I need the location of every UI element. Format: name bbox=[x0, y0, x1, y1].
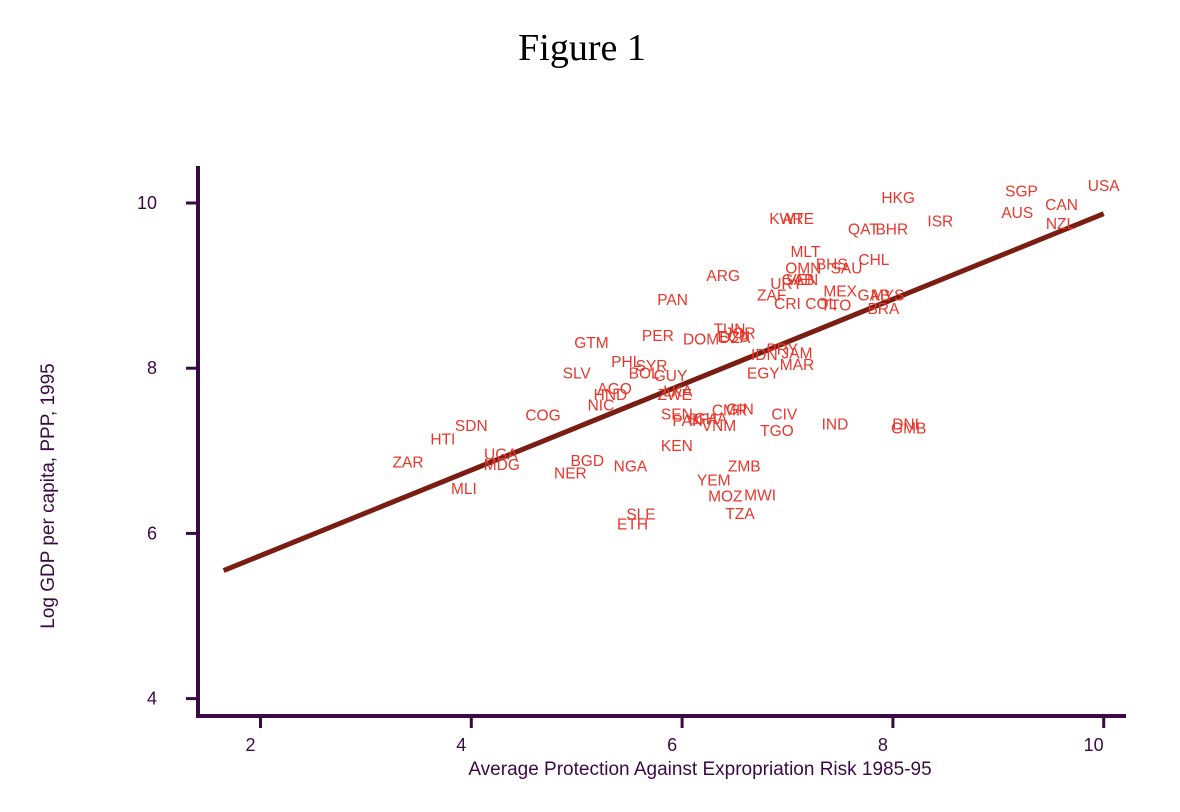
data-point-label-mys: MYS bbox=[871, 288, 905, 305]
data-point-label-hkg: HKG bbox=[881, 190, 915, 207]
fit-line bbox=[222, 211, 1105, 573]
data-point-label-idn: IDN bbox=[751, 347, 778, 364]
data-point-label-tgo: TGO bbox=[760, 423, 794, 440]
data-point-label-civ: CIV bbox=[771, 407, 798, 424]
data-point-label-tza: TZA bbox=[725, 506, 755, 523]
data-point-label-cog: COG bbox=[525, 407, 560, 424]
data-point-label-zwe: ZWE bbox=[658, 387, 692, 404]
data-point-label-chl: CHL bbox=[858, 252, 889, 269]
data-point-label-omn: OMN bbox=[785, 260, 821, 277]
axes bbox=[196, 166, 1126, 718]
data-point-label-sen: SEN bbox=[661, 407, 693, 424]
x-tick-label: 2 bbox=[245, 735, 255, 755]
data-point-label-sgp: SGP bbox=[1005, 184, 1038, 201]
data-point-label-mlt: MLT bbox=[790, 244, 820, 261]
data-point-label-mli: MLI bbox=[451, 481, 477, 498]
data-point-label-ecu: ECU bbox=[717, 329, 750, 346]
data-point-label-ken: KEN bbox=[661, 438, 693, 455]
data-point-label-per: PER bbox=[642, 328, 674, 345]
data-point-label-ind: IND bbox=[822, 417, 849, 434]
data-point-label-tto: TTO bbox=[821, 298, 852, 315]
data-point-label-phl: PHL bbox=[611, 354, 642, 371]
data-point-label-syr: SYR bbox=[636, 358, 668, 375]
data-point-label-jam: JAM bbox=[781, 346, 812, 363]
data-point-label-lka: LKA bbox=[663, 384, 693, 401]
data-point-label-aus: AUS bbox=[1001, 205, 1033, 222]
data-point-label-guy: GUY bbox=[654, 368, 688, 385]
y-tick-label: 10 bbox=[137, 193, 157, 213]
data-point-label-dza: DZA bbox=[719, 330, 751, 347]
data-point-label-arg: ARG bbox=[706, 268, 740, 285]
data-point-label-vnm: VNM bbox=[702, 418, 736, 435]
data-point-label-gtm: GTM bbox=[574, 335, 608, 352]
data-point-label-bfa: BFA bbox=[689, 412, 719, 429]
data-point-label-cmr: CMR bbox=[712, 403, 747, 420]
data-point-label-moz: MOZ bbox=[708, 488, 742, 505]
data-point-label-sdn: SDN bbox=[455, 418, 488, 435]
data-point-label-bol: BOL bbox=[629, 365, 660, 382]
data-point-label-eth: ETH bbox=[617, 516, 648, 533]
data-point-label-mdg: MDG bbox=[484, 457, 520, 474]
data-point-label-nic: NIC bbox=[588, 398, 615, 415]
x-axis-title: Average Protection Against Expropriation… bbox=[468, 759, 931, 780]
y-axis-title: Log GDP per capita, PPP, 1995 bbox=[38, 363, 59, 628]
data-point-label-uga: UGA bbox=[484, 446, 518, 463]
data-point-label-usa: USA bbox=[1088, 178, 1121, 195]
chart-title: Figure 1 bbox=[518, 27, 646, 69]
data-point-label-dom: DOM bbox=[683, 331, 719, 348]
x-ticks: 2 4 6 8 10 bbox=[245, 716, 1106, 755]
data-point-label-kwt: KWT bbox=[769, 211, 804, 228]
data-point-label-sau: SAU bbox=[831, 260, 863, 277]
data-point-label-mex: MEX bbox=[823, 284, 857, 301]
data-point-label-are: ARE bbox=[782, 211, 814, 228]
data-point-label-zaf: ZAF bbox=[757, 288, 786, 305]
x-tick-label: 6 bbox=[667, 735, 677, 755]
data-point-label-pan: PAN bbox=[657, 292, 688, 309]
data-point-label-ner: NER bbox=[554, 465, 587, 482]
data-point-label-egy: EGY bbox=[747, 365, 780, 382]
data-point-label-tun: TUN bbox=[714, 322, 746, 339]
data-point-label-sle: SLE bbox=[626, 507, 655, 524]
data-point-label-isr: ISR bbox=[927, 213, 953, 230]
data-point-label-nzl: NZL bbox=[1046, 216, 1076, 233]
data-point-label-mwi: MWI bbox=[744, 488, 776, 505]
x-tick-label: 8 bbox=[878, 735, 888, 755]
y-tick-label: 4 bbox=[147, 689, 157, 709]
y-ticks: 4 6 8 10 bbox=[137, 193, 198, 709]
data-point-label-gmb: GMB bbox=[891, 421, 926, 438]
data-point-label-pak: PAK bbox=[672, 413, 703, 430]
data-point-label-ury: URY bbox=[770, 276, 802, 293]
data-point-label-gab: GAB bbox=[782, 272, 815, 289]
y-tick-label: 6 bbox=[147, 523, 157, 543]
data-point-label-can: CAN bbox=[1045, 197, 1078, 214]
data-point-label-zar: ZAR bbox=[393, 455, 424, 472]
data-point-label-bhr: BHR bbox=[875, 222, 908, 239]
data-point-label-bhs: BHS bbox=[816, 256, 848, 273]
data-point-label-pry: PRY bbox=[766, 341, 798, 358]
data-point-label-jor: JOR bbox=[725, 326, 756, 343]
data-point-label-qat: QAT bbox=[848, 222, 879, 239]
data-point-label-col: COL bbox=[805, 296, 837, 313]
data-point-label-ven: VEN bbox=[786, 272, 818, 289]
x-tick-label: 4 bbox=[456, 735, 466, 755]
data-point-label-ago: AGO bbox=[597, 381, 631, 398]
data-point-label-gin: GIN bbox=[726, 402, 754, 419]
data-point-label-nga: NGA bbox=[614, 459, 648, 476]
data-point-label-yem: YEM bbox=[697, 473, 731, 490]
data-point-label-dni: DNI bbox=[892, 417, 919, 434]
data-point-label-slv: SLV bbox=[563, 365, 592, 382]
data-point-label-hnd: HND bbox=[594, 387, 628, 404]
data-point-label-zmb: ZMB bbox=[728, 459, 761, 476]
data-point-label-mar: MAR bbox=[780, 357, 814, 374]
data-point-label-gab: GAB bbox=[858, 288, 891, 305]
y-tick-label: 8 bbox=[147, 358, 157, 378]
data-point-label-bra: BRA bbox=[867, 301, 900, 318]
x-tick-label: 10 bbox=[1084, 735, 1104, 755]
data-point-label-hti: HTI bbox=[430, 431, 455, 448]
data-point-label-gha: GHA bbox=[694, 411, 728, 428]
data-point-label-cri: CRI bbox=[774, 296, 801, 313]
data-point-label-bgd: BGD bbox=[570, 453, 604, 470]
